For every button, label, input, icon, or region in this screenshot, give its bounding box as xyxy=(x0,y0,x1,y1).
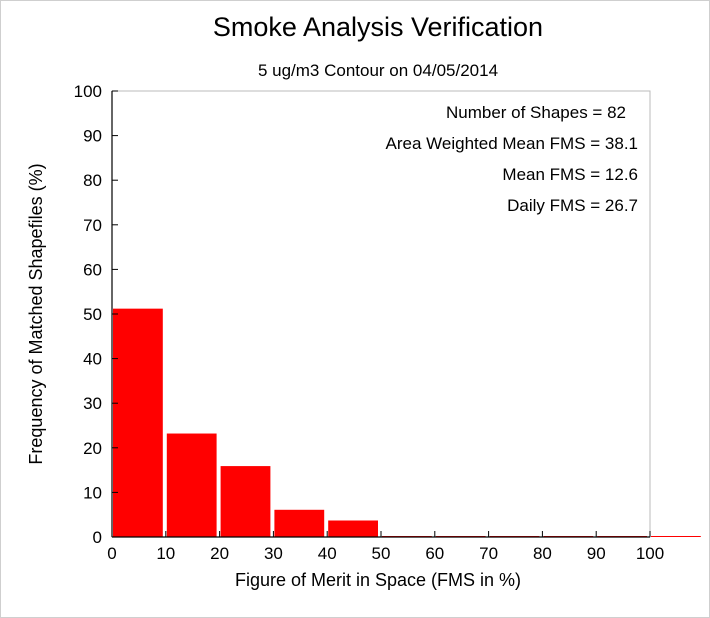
x-tick-label-7: 70 xyxy=(479,544,498,563)
stat-annotation-2: Mean FMS = 12.6 xyxy=(502,165,638,184)
x-tick-label-6: 60 xyxy=(425,544,444,563)
y-tick-label-2: 20 xyxy=(83,439,102,458)
bar-group xyxy=(113,308,701,537)
x-tick-label-10: 100 xyxy=(636,544,664,563)
x-tick-label-5: 50 xyxy=(372,544,391,563)
histogram-bar-3 xyxy=(274,509,325,537)
stats-annotations: Number of Shapes = 82 Area Weighted Mean … xyxy=(386,103,638,215)
stat-annotation-1: Area Weighted Mean FMS = 38.1 xyxy=(386,134,638,153)
histogram-bar-1 xyxy=(166,433,217,537)
histogram-bar-4 xyxy=(328,520,378,537)
y-tick-label-3: 30 xyxy=(83,394,102,413)
y-tick-label-7: 70 xyxy=(83,216,102,235)
histogram-bar-10 xyxy=(651,536,701,537)
y-tick-label-1: 10 xyxy=(83,483,102,502)
x-axis-label: Figure of Merit in Space (FMS in %) xyxy=(235,570,521,590)
y-tick-label-8: 80 xyxy=(83,171,102,190)
histogram-bar-2 xyxy=(220,466,271,537)
stat-annotation-3: Daily FMS = 26.7 xyxy=(507,196,638,215)
y-axis-ticks: 0 10 20 30 40 50 60 70 80 90 100 xyxy=(74,82,118,547)
y-tick-label-0: 0 xyxy=(93,528,102,547)
chart-subtitle: 5 ug/m3 Contour on 04/05/2014 xyxy=(258,61,498,80)
x-tick-label-1: 10 xyxy=(156,544,175,563)
x-axis-ticks: 0 10 20 30 40 50 60 70 80 90 100 xyxy=(107,531,664,563)
histogram-bar-0 xyxy=(113,308,163,537)
y-tick-label-5: 50 xyxy=(83,305,102,324)
y-tick-label-6: 60 xyxy=(83,260,102,279)
x-tick-label-0: 0 xyxy=(107,544,116,563)
stat-annotation-0: Number of Shapes = 82 xyxy=(446,103,626,122)
y-tick-label-9: 90 xyxy=(83,127,102,146)
x-tick-label-3: 30 xyxy=(264,544,283,563)
chart-title: Smoke Analysis Verification xyxy=(213,12,543,42)
x-tick-label-2: 20 xyxy=(210,544,229,563)
y-axis-label: Frequency of Matched Shapefiles (%) xyxy=(26,163,46,464)
y-tick-label-4: 40 xyxy=(83,350,102,369)
x-tick-label-4: 40 xyxy=(318,544,337,563)
y-tick-label-10: 100 xyxy=(74,82,102,101)
x-tick-label-8: 80 xyxy=(533,544,552,563)
x-tick-label-9: 90 xyxy=(587,544,606,563)
